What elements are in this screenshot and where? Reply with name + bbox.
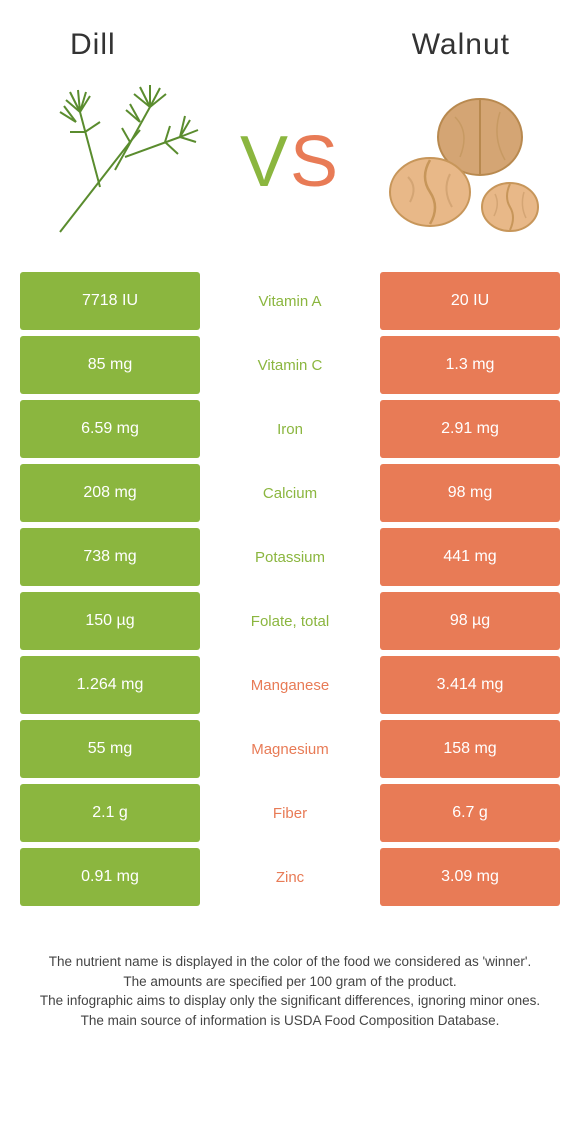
nutrient-name: Vitamin C: [200, 336, 380, 394]
table-row: 85 mgVitamin C1.3 mg: [20, 336, 560, 394]
nutrient-name: Folate, total: [200, 592, 380, 650]
left-value-cell: 0.91 mg: [20, 848, 200, 906]
footer-notes: The nutrient name is displayed in the co…: [0, 912, 580, 1030]
footer-line: The amounts are specified per 100 gram o…: [28, 972, 552, 992]
footer-line: The main source of information is USDA F…: [28, 1011, 552, 1031]
footer-line: The infographic aims to display only the…: [28, 991, 552, 1011]
table-row: 738 mgPotassium441 mg: [20, 528, 560, 586]
right-value-cell: 2.91 mg: [380, 400, 560, 458]
left-value-cell: 1.264 mg: [20, 656, 200, 714]
table-row: 208 mgCalcium98 mg: [20, 464, 560, 522]
dill-image: [30, 82, 210, 242]
right-value-cell: 3.414 mg: [380, 656, 560, 714]
table-row: 1.264 mgManganese3.414 mg: [20, 656, 560, 714]
right-food-title: Walnut: [412, 28, 510, 62]
vs-label: VS: [240, 121, 340, 203]
right-value-cell: 1.3 mg: [380, 336, 560, 394]
footer-line: The nutrient name is displayed in the co…: [28, 952, 552, 972]
right-value-cell: 98 mg: [380, 464, 560, 522]
left-value-cell: 208 mg: [20, 464, 200, 522]
left-value-cell: 2.1 g: [20, 784, 200, 842]
left-value-cell: 6.59 mg: [20, 400, 200, 458]
vs-v-letter: V: [240, 121, 290, 203]
header: Dill Walnut: [0, 0, 580, 72]
walnut-image: [370, 82, 550, 242]
left-value-cell: 7718 IU: [20, 272, 200, 330]
right-value-cell: 3.09 mg: [380, 848, 560, 906]
hero-row: VS: [0, 72, 580, 272]
nutrient-name: Magnesium: [200, 720, 380, 778]
vs-s-letter: S: [290, 121, 340, 203]
nutrient-name: Zinc: [200, 848, 380, 906]
right-value-cell: 6.7 g: [380, 784, 560, 842]
right-value-cell: 158 mg: [380, 720, 560, 778]
right-value-cell: 441 mg: [380, 528, 560, 586]
nutrient-name: Vitamin A: [200, 272, 380, 330]
table-row: 0.91 mgZinc3.09 mg: [20, 848, 560, 906]
nutrient-name: Potassium: [200, 528, 380, 586]
left-food-title: Dill: [70, 28, 116, 62]
table-row: 2.1 gFiber6.7 g: [20, 784, 560, 842]
table-row: 7718 IUVitamin A20 IU: [20, 272, 560, 330]
left-value-cell: 85 mg: [20, 336, 200, 394]
left-value-cell: 150 µg: [20, 592, 200, 650]
table-row: 150 µgFolate, total98 µg: [20, 592, 560, 650]
table-row: 55 mgMagnesium158 mg: [20, 720, 560, 778]
right-value-cell: 20 IU: [380, 272, 560, 330]
right-value-cell: 98 µg: [380, 592, 560, 650]
left-value-cell: 55 mg: [20, 720, 200, 778]
table-row: 6.59 mgIron2.91 mg: [20, 400, 560, 458]
comparison-table: 7718 IUVitamin A20 IU 85 mgVitamin C1.3 m…: [0, 272, 580, 906]
nutrient-name: Iron: [200, 400, 380, 458]
nutrient-name: Manganese: [200, 656, 380, 714]
nutrient-name: Calcium: [200, 464, 380, 522]
nutrient-name: Fiber: [200, 784, 380, 842]
left-value-cell: 738 mg: [20, 528, 200, 586]
